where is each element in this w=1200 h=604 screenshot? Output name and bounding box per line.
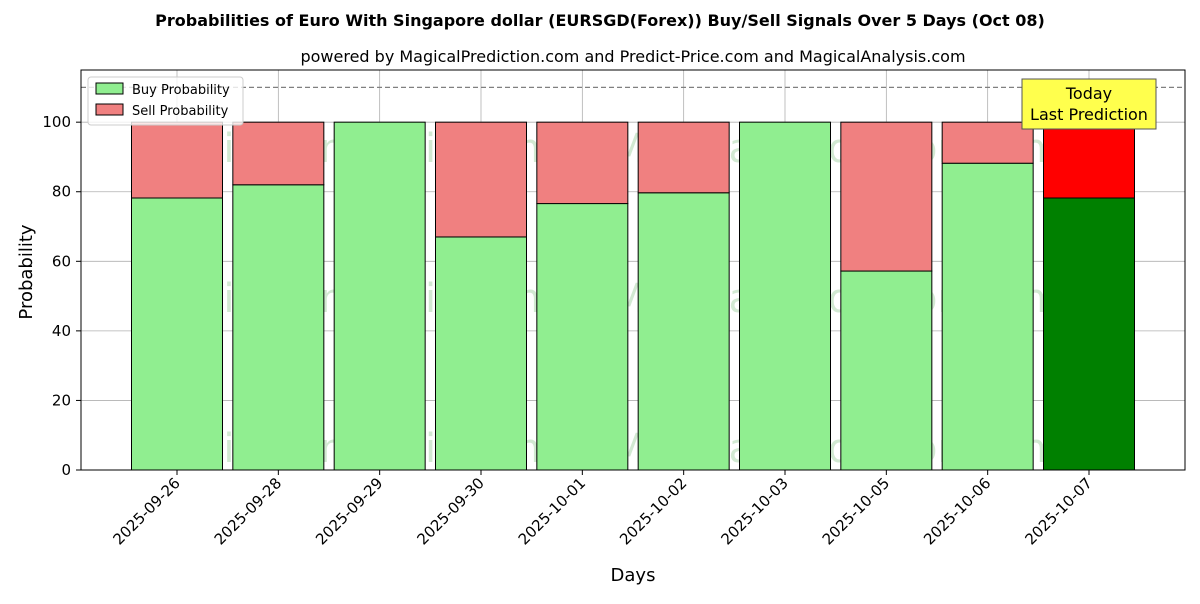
bar-buy — [435, 236, 527, 471]
x-tick-label: 2025-10-05 — [819, 474, 893, 548]
x-tick-label: 2025-10-07 — [1021, 474, 1095, 548]
y-tick-label: 0 — [61, 461, 71, 479]
bar-buy — [840, 270, 933, 471]
x-tick-label: 2025-09-29 — [312, 474, 386, 548]
bar-sell — [232, 121, 325, 186]
legend-box — [87, 76, 244, 126]
today-annotation: Today Last Prediction — [1021, 78, 1157, 130]
bar-sell — [435, 121, 527, 238]
x-tick-label: 2025-10-06 — [920, 474, 994, 548]
x-tick-label: 2025-10-03 — [717, 474, 791, 548]
y-tick-label: 60 — [52, 252, 71, 270]
legend-swatch-buy — [95, 82, 124, 95]
bar-sell — [131, 121, 223, 199]
bar-buy — [232, 184, 325, 471]
x-tick-label: 2025-10-01 — [515, 474, 589, 548]
bar-buy — [536, 203, 629, 471]
x-axis-label: Days — [611, 565, 656, 586]
chart-subtitle: powered by MagicalPrediction.com and Pre… — [300, 47, 965, 66]
x-tick-label: 2025-09-26 — [109, 474, 183, 548]
bar-sell — [941, 121, 1034, 164]
legend-label-buy: Buy Probability — [132, 83, 230, 98]
y-tick-label: 40 — [52, 322, 71, 340]
bar-sell — [536, 121, 629, 205]
annotation-line2: Last Prediction — [1030, 105, 1148, 124]
x-tick-label: 2025-09-30 — [413, 474, 487, 548]
bar-buy — [131, 197, 223, 471]
annotation-box — [1021, 78, 1157, 130]
legend: Buy Probability Sell Probability — [87, 76, 244, 126]
bar-buy — [1043, 197, 1135, 471]
bar-buy — [739, 121, 831, 471]
plot-frame — [80, 69, 1186, 471]
bar-buy — [333, 121, 426, 471]
x-tick-label: 2025-09-28 — [211, 474, 285, 548]
bar-buy — [941, 162, 1034, 471]
y-axis-label: Probability — [16, 224, 37, 319]
legend-swatch-sell — [95, 103, 124, 116]
chart-title: Probabilities of Euro With Singapore dol… — [155, 11, 1045, 30]
y-tick-label: 80 — [52, 183, 71, 201]
bar-buy — [637, 192, 730, 471]
bar-sell — [1043, 121, 1135, 199]
bar-sell — [637, 121, 730, 194]
bar-sell — [840, 121, 933, 272]
y-tick-label: 100 — [42, 113, 71, 131]
annotation-line1: Today — [1065, 84, 1112, 103]
bars — [131, 121, 1135, 471]
legend-label-sell: Sell Probability — [132, 104, 229, 119]
x-tick-label: 2025-10-02 — [616, 474, 690, 548]
y-tick-label: 20 — [52, 391, 71, 409]
